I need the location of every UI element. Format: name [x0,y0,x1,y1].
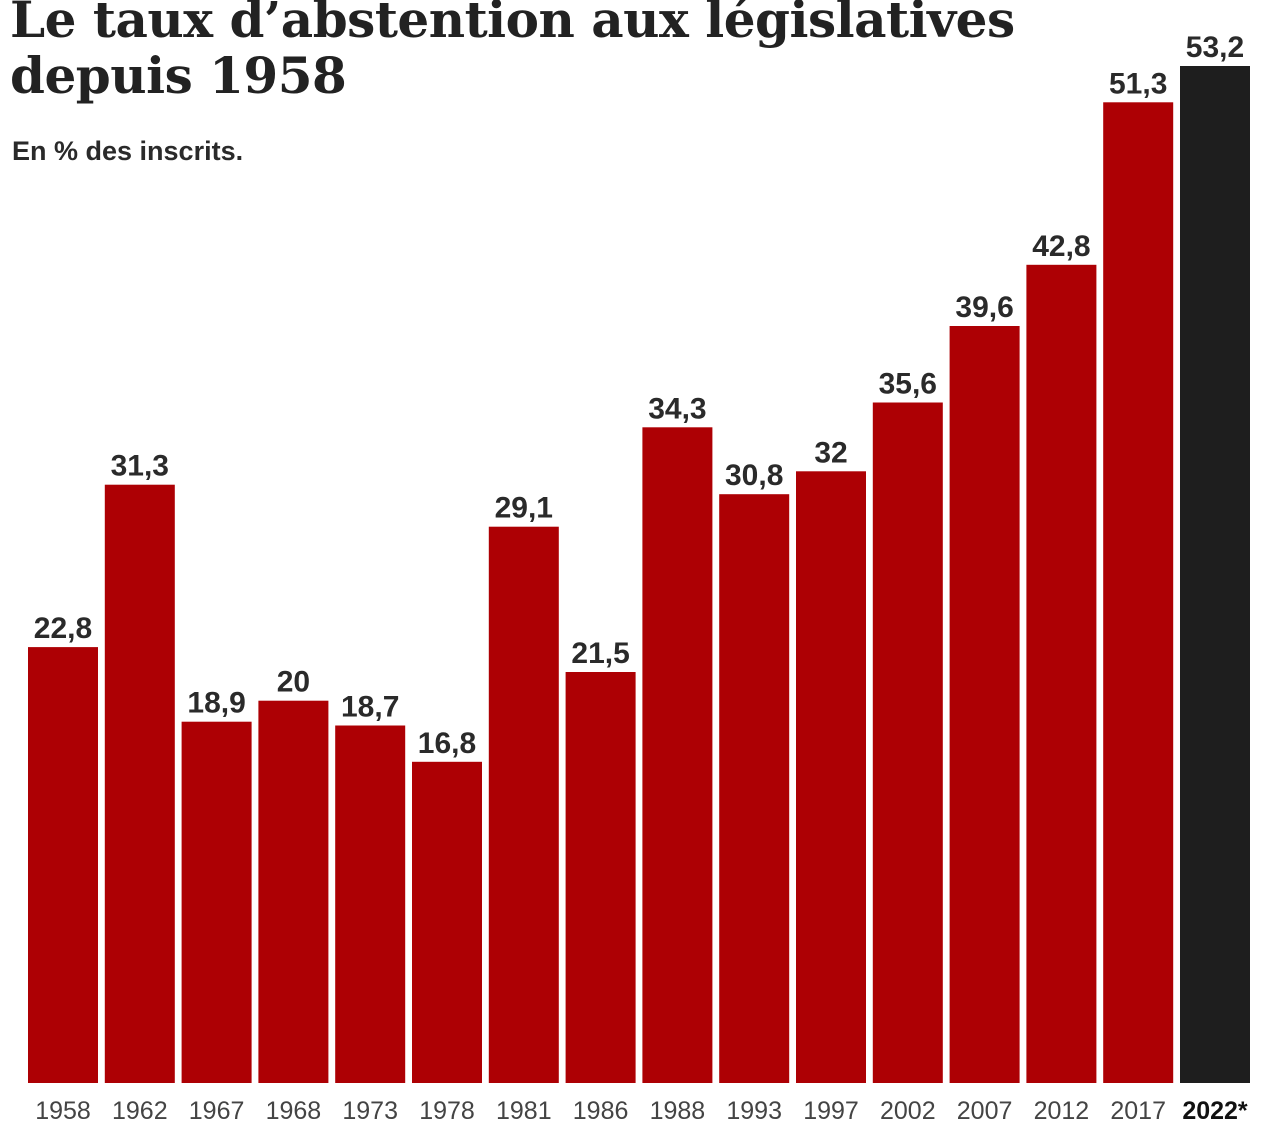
x-tick-label-1962: 1962 [112,1097,168,1125]
x-tick-label-1968: 1968 [266,1097,322,1125]
value-label-2002: 35,6 [879,368,937,401]
value-label-1988: 34,3 [648,392,706,425]
value-label-2022: 53,2 [1186,31,1244,64]
x-tick-labels-group: 1958 1962 1967 1968 1973 1978 1981 1986 1988 1993… [35,1097,1248,1125]
bar-2012 [1026,264,1097,1083]
value-label-1967: 18,9 [187,687,245,720]
x-tick-label-2002: 2002 [880,1097,936,1125]
bar-1978 [412,761,482,1083]
value-label-2007: 39,6 [955,291,1013,324]
bar-1981 [488,526,559,1083]
value-label-1962: 31,3 [111,450,169,483]
x-tick-label-2012: 2012 [1034,1097,1090,1125]
bar-2007 [949,326,1020,1083]
bar-1968 [258,700,329,1083]
bar-1993 [719,494,790,1083]
value-label-1993: 30,8 [725,459,783,492]
x-tick-label-1958: 1958 [35,1097,91,1125]
value-label-1978: 16,8 [418,727,476,760]
chart-subtitle: En % des inscrits. [12,136,244,166]
bar-2002 [872,402,943,1083]
x-tick-label-1967: 1967 [189,1097,245,1125]
value-label-1973: 18,7 [341,691,399,724]
bar-1958 [28,647,98,1083]
x-tick-label-1978: 1978 [419,1097,475,1125]
x-tick-label-1997: 1997 [803,1097,859,1125]
x-tick-label-1981: 1981 [496,1097,552,1125]
value-label-1986: 21,5 [571,637,629,670]
x-tick-label-2022: 2022* [1182,1097,1248,1125]
bar-2017 [1103,102,1174,1084]
value-label-1997: 32 [814,436,847,469]
x-tick-label-1993: 1993 [726,1097,782,1125]
x-tick-label-2007: 2007 [957,1097,1013,1125]
x-tick-label-1986: 1986 [573,1097,629,1125]
value-label-2017: 51,3 [1109,67,1167,100]
bar-1988 [642,427,713,1083]
value-label-1958: 22,8 [34,612,92,645]
value-labels-group: 22,8 31,3 18,9 20 18,7 16,8 29,1 21,5 34,3 30,8 32… [34,31,1244,760]
bar-1986 [565,672,636,1083]
x-tick-label-1988: 1988 [650,1097,706,1125]
chart-title: Le taux d’abstention aux législatives de… [10,0,1015,105]
x-tick-label-1973: 1973 [342,1097,398,1125]
bar-1962 [104,484,175,1083]
bars-group [28,66,1250,1084]
value-label-1968: 20 [277,666,310,699]
value-label-1981: 29,1 [495,492,553,525]
bar-2022 [1180,66,1250,1083]
x-tick-label-2017: 2017 [1110,1097,1166,1125]
value-label-2012: 42,8 [1032,230,1090,263]
bar-1973 [335,725,406,1083]
bar-1997 [796,471,866,1083]
bar-1967 [181,721,252,1083]
